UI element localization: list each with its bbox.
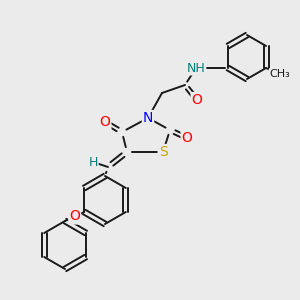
- Text: O: O: [100, 115, 110, 129]
- Text: CH₃: CH₃: [270, 69, 290, 79]
- Text: NH: NH: [187, 61, 206, 74]
- Text: H: H: [88, 155, 98, 169]
- Text: O: O: [182, 131, 192, 145]
- Text: O: O: [69, 209, 80, 224]
- Text: N: N: [143, 111, 153, 125]
- Text: S: S: [159, 145, 167, 159]
- Text: O: O: [192, 93, 203, 107]
